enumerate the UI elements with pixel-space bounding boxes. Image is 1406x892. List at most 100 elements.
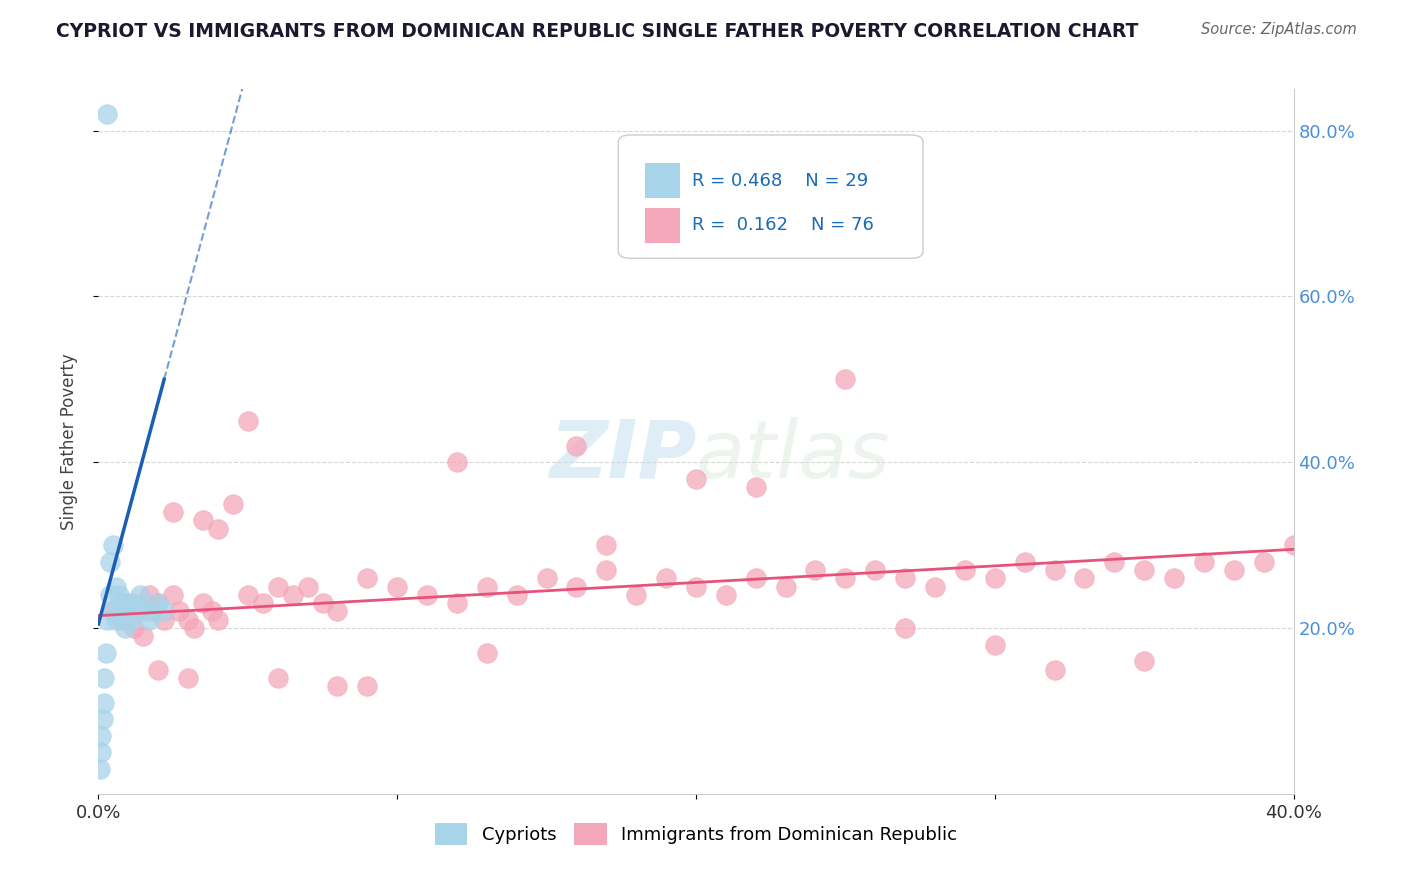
Point xyxy=(117,596,139,610)
Point xyxy=(894,571,917,585)
Point xyxy=(153,613,176,627)
Point xyxy=(356,571,378,585)
Point xyxy=(148,596,170,610)
Point xyxy=(93,671,115,685)
Point xyxy=(132,605,155,619)
Point xyxy=(446,596,468,610)
Text: R = 0.468    N = 29: R = 0.468 N = 29 xyxy=(692,172,869,190)
Point xyxy=(326,679,349,693)
Point xyxy=(267,671,290,685)
Point xyxy=(595,563,617,577)
Point xyxy=(626,588,648,602)
Point xyxy=(167,605,190,619)
Point xyxy=(894,621,917,635)
Point xyxy=(385,580,409,594)
Point xyxy=(1192,555,1215,569)
Point xyxy=(834,372,856,386)
Point xyxy=(98,555,122,569)
Point xyxy=(446,455,468,469)
Point xyxy=(138,613,160,627)
Point xyxy=(924,580,946,594)
Point xyxy=(236,414,259,428)
Point xyxy=(326,605,349,619)
Point xyxy=(111,605,134,619)
Point xyxy=(117,605,139,619)
Point xyxy=(103,605,125,619)
Point xyxy=(281,588,304,602)
Point xyxy=(90,729,112,743)
Point xyxy=(1104,555,1126,569)
Point xyxy=(775,580,797,594)
Point xyxy=(105,580,128,594)
Point xyxy=(89,762,111,776)
Point xyxy=(565,580,588,594)
Point xyxy=(1043,663,1066,677)
Point xyxy=(267,580,290,594)
Point xyxy=(162,588,184,602)
Point xyxy=(1133,563,1156,577)
FancyBboxPatch shape xyxy=(644,163,681,198)
Y-axis label: Single Father Poverty: Single Father Poverty xyxy=(59,353,77,530)
Point xyxy=(153,605,176,619)
Text: CYPRIOT VS IMMIGRANTS FROM DOMINICAN REPUBLIC SINGLE FATHER POVERTY CORRELATION : CYPRIOT VS IMMIGRANTS FROM DOMINICAN REP… xyxy=(56,22,1139,41)
Point xyxy=(138,588,160,602)
Point xyxy=(984,571,1007,585)
Point xyxy=(108,588,131,602)
Point xyxy=(252,596,274,610)
Point xyxy=(1253,555,1275,569)
Point xyxy=(127,605,149,619)
Point xyxy=(191,513,214,527)
Point xyxy=(745,480,768,494)
Point xyxy=(129,588,152,602)
Point xyxy=(1014,555,1036,569)
Point xyxy=(148,663,170,677)
Text: atlas: atlas xyxy=(696,417,891,495)
Point xyxy=(685,472,707,486)
Point xyxy=(475,580,498,594)
Point xyxy=(120,613,142,627)
Point xyxy=(103,538,125,552)
Point xyxy=(207,522,229,536)
Point xyxy=(162,505,184,519)
Point xyxy=(1282,538,1305,552)
Point xyxy=(111,613,134,627)
Point xyxy=(1073,571,1095,585)
FancyBboxPatch shape xyxy=(619,135,922,259)
Point xyxy=(93,696,115,710)
Legend: Cypriots, Immigrants from Dominican Republic: Cypriots, Immigrants from Dominican Repu… xyxy=(427,815,965,852)
Point xyxy=(297,580,319,594)
Point xyxy=(177,613,200,627)
Point xyxy=(356,679,378,693)
FancyBboxPatch shape xyxy=(644,208,681,243)
Point xyxy=(141,605,163,619)
Point xyxy=(98,588,122,602)
Point xyxy=(94,646,117,660)
Point xyxy=(595,538,617,552)
Point xyxy=(141,605,163,619)
Point xyxy=(804,563,827,577)
Point xyxy=(416,588,439,602)
Point xyxy=(953,563,976,577)
Point xyxy=(207,613,229,627)
Point xyxy=(311,596,333,610)
Point xyxy=(114,596,136,610)
Point xyxy=(148,596,170,610)
Point xyxy=(1223,563,1246,577)
Point xyxy=(132,629,155,643)
Point xyxy=(236,588,259,602)
Point xyxy=(105,613,128,627)
Point xyxy=(177,671,200,685)
Point xyxy=(685,580,707,594)
Point xyxy=(865,563,887,577)
Point xyxy=(103,605,125,619)
Point xyxy=(201,605,224,619)
Point xyxy=(536,571,558,585)
Point xyxy=(96,613,118,627)
Point xyxy=(475,646,498,660)
Text: ZIP: ZIP xyxy=(548,417,696,495)
Text: R =  0.162    N = 76: R = 0.162 N = 76 xyxy=(692,216,875,235)
Point xyxy=(1043,563,1066,577)
Text: Source: ZipAtlas.com: Source: ZipAtlas.com xyxy=(1201,22,1357,37)
Point xyxy=(655,571,678,585)
Point xyxy=(124,621,146,635)
